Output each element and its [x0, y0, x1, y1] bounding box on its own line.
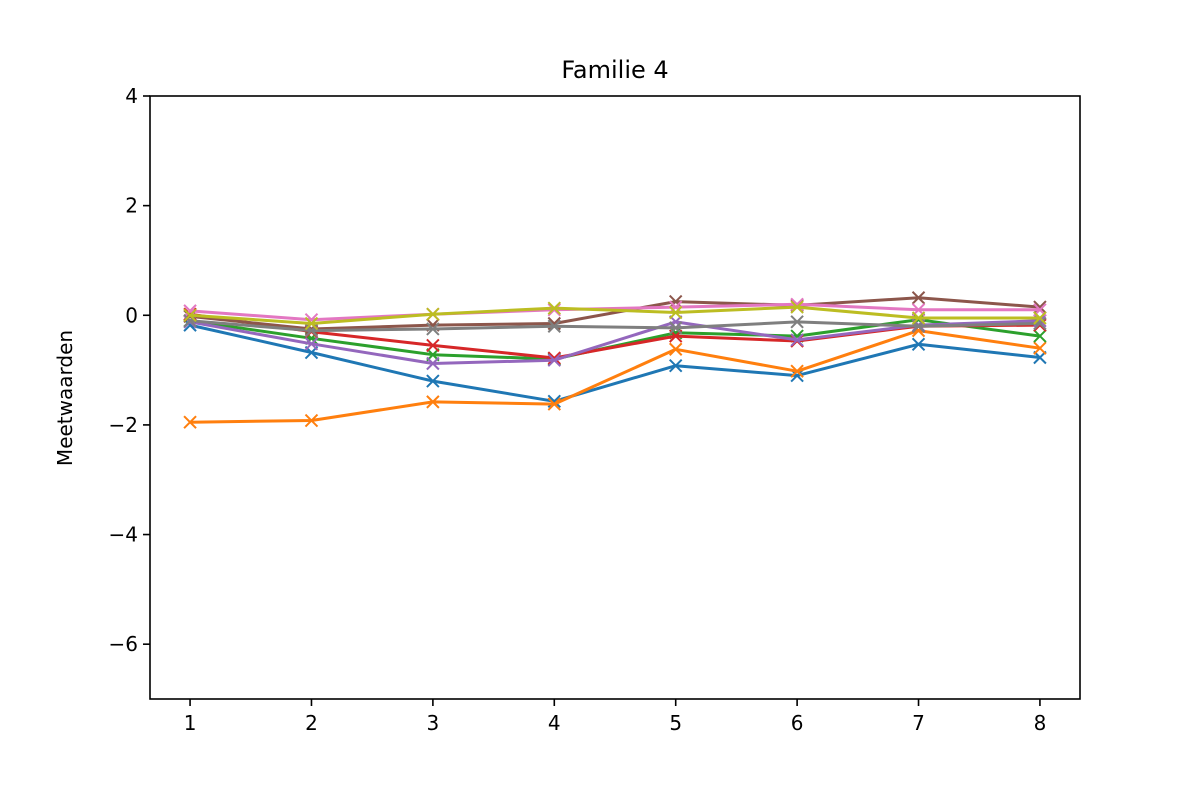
series-4-point: [426, 338, 440, 353]
series-1-point: [668, 358, 683, 373]
x-tick-label: 4: [548, 711, 561, 735]
series-8-point: [547, 319, 562, 333]
series-1-point: [911, 337, 926, 352]
series-2-point: [668, 342, 683, 356]
x-tick-label: 8: [1034, 711, 1047, 735]
series-2-point: [1033, 341, 1047, 355]
series-1-point: [426, 374, 440, 388]
series-3-point: [1033, 329, 1047, 343]
chart-title: Familie 4: [561, 56, 668, 84]
x-tick-label: 5: [669, 711, 682, 735]
series-6-point: [911, 291, 926, 305]
series-line-9: [189, 305, 1040, 325]
y-axis-label: Meetwaarden: [53, 330, 77, 466]
y-tick-label: 4: [125, 84, 138, 108]
series-7-point: [547, 303, 562, 317]
series-2-point: [183, 415, 197, 429]
series-5-point: [547, 353, 562, 367]
series-9-point: [911, 311, 926, 325]
series-9-point: [547, 301, 562, 315]
x-tick-label: 1: [184, 711, 197, 735]
series-line-5: [189, 319, 1040, 365]
series-2-point: [547, 397, 562, 411]
series-9-point: [183, 308, 197, 322]
series-2-point: [426, 395, 440, 409]
y-tick-label: 0: [125, 303, 138, 327]
series-9-point: [668, 305, 683, 320]
plot-frame: [149, 95, 1081, 700]
series-line-8: [189, 319, 1040, 333]
series-9-point: [426, 307, 440, 321]
series-5-point: [426, 356, 440, 371]
series-5-point: [304, 337, 319, 351]
series-line-7: [189, 302, 1040, 322]
series-line-6: [189, 296, 1041, 331]
x-tick-label: 2: [305, 711, 318, 735]
series-line-1: [189, 323, 1041, 403]
x-tick-label: 6: [791, 711, 804, 735]
series-4-point: [547, 351, 562, 365]
series-line-2: [190, 329, 1041, 424]
y-tick-label: −4: [109, 523, 138, 547]
series-9-point: [304, 316, 319, 331]
series-9-point: [1033, 311, 1047, 325]
series-2-point: [790, 364, 804, 378]
y-tick-label: 2: [125, 194, 138, 218]
y-tick-label: −2: [109, 413, 138, 437]
series-8-point: [790, 315, 804, 329]
y-tick-label: −6: [109, 632, 138, 656]
series-2-point: [304, 413, 319, 428]
x-tick-label: 7: [912, 711, 925, 735]
series-9-point: [790, 300, 804, 314]
plot-area: [183, 291, 1047, 429]
series-5-point: [790, 333, 804, 347]
series-8-point: [426, 322, 440, 336]
series-8-point: [668, 321, 683, 335]
x-tick-label: 3: [427, 711, 440, 735]
